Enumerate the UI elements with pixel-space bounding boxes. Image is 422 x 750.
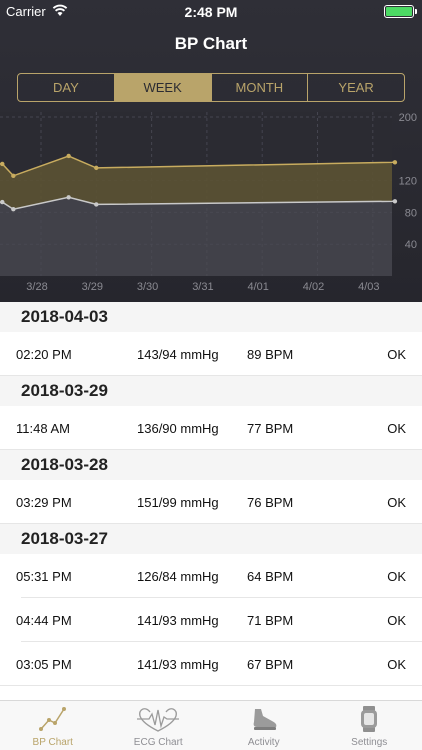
record-status: OK [387,347,406,362]
period-segmented-control: DAY WEEK MONTH YEAR [17,73,405,102]
tab-activity-label: Activity [247,737,280,748]
record-status: OK [387,657,406,672]
record-status: OK [387,495,406,510]
section-date-header: 2018-03-28 [0,450,422,480]
record-heart-rate: 76 BPM [247,495,294,510]
diastolic-point [94,202,99,207]
systolic-point [392,160,398,165]
section-date-header: 2018-03-29 [0,376,422,406]
diastolic-point [11,207,16,212]
systolic-point [0,161,5,167]
x-tick-label: 4/02 [303,281,324,293]
diastolic-point [392,199,398,204]
segment-day[interactable]: DAY [18,74,115,101]
tab-ecg-chart[interactable]: ECG Chart [106,701,212,750]
bp-chart[interactable]: 3/28 3/29 3/30 3/31 4/01 4/02 4/03 200 120 80 40 [0,108,422,302]
x-tick-label: 3/31 [192,281,213,293]
status-bar: Carrier 2:48 PM [0,0,422,22]
record-row[interactable]: 02:20 PM 143/94 mmHg 89 BPM OK [0,332,422,376]
record-time: 03:29 PM [16,495,72,510]
record-status: OK [387,421,406,436]
segment-month[interactable]: MONTH [212,74,309,101]
record-heart-rate: 89 BPM [247,347,294,362]
record-row[interactable]: 04:44 PM 141/93 mmHg 71 BPM OK [0,598,422,642]
record-heart-rate: 77 BPM [247,421,294,436]
section-date-header: 2018-04-03 [0,302,422,332]
section-date-header: 2018-03-27 [0,524,422,554]
y-tick-label: 80 [405,207,417,219]
y-tick-label: 200 [399,112,417,124]
tab-bp-chart[interactable]: BP Chart [0,701,106,750]
systolic-point [94,165,99,171]
tab-settings-label: Settings [351,737,388,748]
record-status: OK [387,569,406,584]
bp-chart-icon [38,707,66,731]
tab-settings[interactable]: Settings [317,701,422,750]
record-time: 04:44 PM [16,613,72,628]
heartbeat-icon [137,708,180,732]
tab-activity[interactable]: Activity [211,701,317,750]
record-bp: 126/84 mmHg [137,569,219,584]
header-area: Carrier 2:48 PM BP Chart DAY WEEK MONTH … [0,0,422,302]
x-tick-label: 4/03 [358,281,379,293]
tab-bp-chart-label: BP Chart [32,737,73,748]
carrier-label: Carrier [6,4,46,19]
y-tick-label: 40 [405,239,417,251]
record-bp: 151/99 mmHg [137,495,219,510]
record-heart-rate: 64 BPM [247,569,294,584]
record-bp: 141/93 mmHg [137,657,219,672]
record-list[interactable]: 2018-04-03 02:20 PM 143/94 mmHg 89 BPM OK 201… [0,302,422,700]
page-title: BP Chart [174,34,248,53]
record-row[interactable]: 03:29 PM 151/99 mmHg 76 BPM OK [0,480,422,524]
x-tick-label: 4/01 [247,281,268,293]
systolic-point [11,173,16,179]
record-time: 02:20 PM [16,347,72,362]
segment-year[interactable]: YEAR [338,80,374,95]
record-row[interactable]: 03:05 PM 141/93 mmHg 67 BPM OK [0,642,422,686]
diastolic-area [0,197,395,276]
shoe-icon [253,709,277,730]
record-bp: 136/90 mmHg [137,421,219,436]
record-row[interactable]: 05:31 PM 126/84 mmHg 64 BPM OK [0,554,422,598]
record-status: OK [387,613,406,628]
x-tick-label: 3/29 [82,281,103,293]
watch-icon [361,706,378,732]
tab-ecg-chart-label: ECG Chart [133,737,183,748]
record-bp: 141/93 mmHg [137,613,219,628]
x-tick-label: 3/28 [26,281,47,293]
battery-icon [384,5,417,18]
y-tick-label: 120 [399,176,417,188]
systolic-point [66,153,71,159]
systolic-band [0,156,395,210]
record-row[interactable]: 11:48 AM 136/90 mmHg 77 BPM OK [0,406,422,450]
record-bp: 143/94 mmHg [137,347,219,362]
record-heart-rate: 71 BPM [247,613,294,628]
status-time: 2:48 PM [184,4,238,20]
diastolic-point [66,195,71,200]
record-time: 03:05 PM [16,657,72,672]
segment-week[interactable]: WEEK [114,74,212,101]
wifi-icon [52,4,68,16]
diastolic-point [0,199,5,205]
tab-bar: BP Chart ECG Chart Activity Settings [0,700,422,750]
record-time: 05:31 PM [16,569,72,584]
record-time: 11:48 AM [16,421,70,436]
x-tick-label: 3/30 [137,281,158,293]
record-heart-rate: 67 BPM [247,657,294,672]
